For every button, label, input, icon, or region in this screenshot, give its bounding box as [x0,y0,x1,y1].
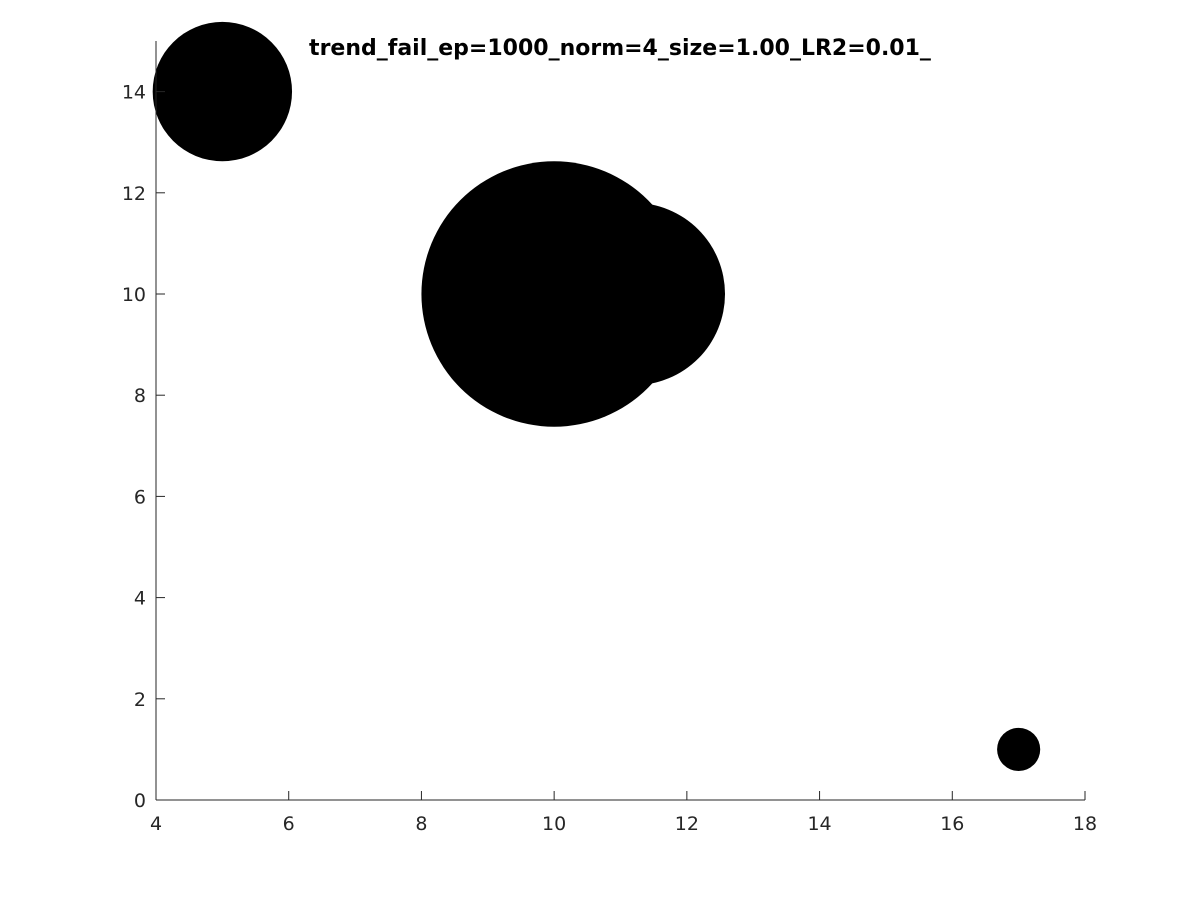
y-tick-label: 4 [134,588,146,610]
axes-group: 4 6 8 10 12 14 16 18 0 2 4 6 8 10 12 14 [122,41,1097,835]
y-tick-label: 2 [134,689,146,711]
data-point [997,727,1041,771]
x-tick-label: 8 [415,813,427,835]
chart-title: trend_fail_ep=1000_norm=4_size=1.00_LR2=… [309,36,931,61]
y-tick-label: 0 [134,790,146,812]
x-tick-label: 14 [807,813,831,835]
y-tick-label: 14 [122,82,146,104]
y-tick-label: 6 [134,486,146,508]
markers-group [152,21,1041,771]
x-tick-label: 6 [283,813,295,835]
y-tick-label: 12 [122,183,146,205]
x-tick-label: 16 [940,813,964,835]
x-tick-label: 4 [150,813,162,835]
x-tick-label: 12 [675,813,699,835]
x-tick-label: 18 [1073,813,1097,835]
y-tick-label: 8 [134,385,146,407]
y-tick-label: 10 [122,284,146,306]
data-point [152,21,293,162]
x-tick-label: 10 [542,813,566,835]
data-point [542,202,726,386]
